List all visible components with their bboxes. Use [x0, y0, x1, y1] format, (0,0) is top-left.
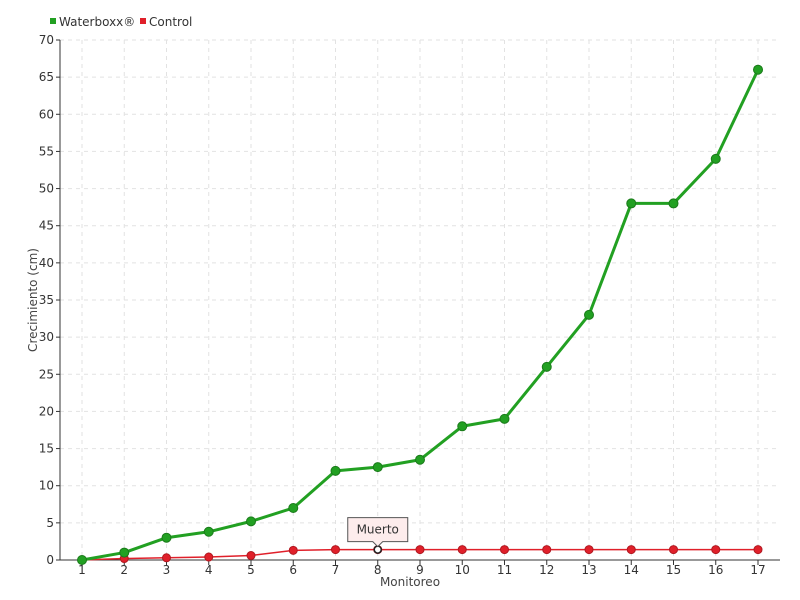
data-point [542, 545, 552, 555]
data-point [415, 454, 425, 465]
y-tick-label: 55 [39, 144, 54, 158]
x-tick-label: 10 [455, 563, 470, 577]
y-tick-label: 45 [39, 219, 54, 233]
x-tick-label: 5 [247, 563, 255, 577]
legend-swatch [50, 18, 56, 24]
legend: Waterboxx® Control [50, 15, 192, 29]
y-axis-title: Crecimiento (cm) [26, 248, 40, 352]
y-tick-label: 35 [39, 293, 54, 307]
x-tick-label: 12 [539, 563, 554, 577]
x-tick-label: 11 [497, 563, 512, 577]
data-point [457, 421, 468, 432]
data-point [288, 545, 298, 555]
data-point [669, 545, 678, 555]
grid [60, 39, 780, 560]
y-tick-label: 30 [39, 330, 54, 344]
x-tick-label: 9 [416, 563, 424, 577]
data-point [710, 153, 721, 164]
x-tick-label: 17 [750, 563, 765, 577]
series-layer [77, 64, 763, 565]
data-point [415, 545, 425, 555]
y-tick-label: 0 [46, 553, 54, 567]
data-point [753, 545, 763, 555]
y-tick-label: 70 [39, 33, 54, 47]
data-point [753, 64, 763, 75]
x-tick-label: 4 [205, 563, 213, 577]
y-tick-label: 20 [39, 404, 54, 418]
data-point [500, 545, 509, 555]
data-point [246, 551, 256, 561]
data-point [330, 465, 341, 476]
data-point [541, 361, 552, 372]
data-point [246, 516, 256, 527]
x-tick-label: 15 [666, 563, 681, 577]
annotation: Muerto [347, 517, 409, 554]
data-point [499, 413, 510, 424]
data-point [584, 545, 594, 555]
y-tick-label: 25 [39, 367, 54, 381]
x-tick-label: 3 [163, 563, 171, 577]
data-point [77, 555, 87, 565]
x-axis-title: Monitoreo [380, 575, 440, 589]
data-point [668, 198, 679, 209]
data-point [203, 526, 214, 537]
y-tick-label: 5 [46, 516, 54, 530]
x-tick-label: 16 [708, 563, 723, 577]
tooltip-box [347, 517, 409, 548]
data-point [161, 532, 172, 543]
data-point [372, 462, 383, 473]
legend-label: Waterboxx® [59, 15, 135, 29]
x-tick-label: 2 [120, 563, 128, 577]
x-tick-label: 6 [289, 563, 297, 577]
x-tick-label: 7 [332, 563, 340, 577]
y-tick-label: 60 [39, 107, 54, 121]
data-point [626, 198, 637, 209]
tooltip-label: Muerto [357, 523, 399, 537]
legend-swatch [140, 18, 146, 24]
x-tick-label: 1 [78, 563, 86, 577]
data-point [331, 545, 340, 555]
y-tick-label: 15 [39, 442, 54, 456]
legend-label: Control [149, 15, 192, 29]
data-point [584, 309, 594, 320]
y-tick-label: 40 [39, 256, 54, 270]
data-point [119, 547, 130, 558]
y-tick-label: 65 [39, 70, 54, 84]
y-tick-label: 50 [39, 182, 54, 196]
x-tick-label: 8 [374, 563, 382, 577]
data-point [162, 553, 171, 563]
data-point [288, 503, 299, 513]
x-tick-label: 13 [581, 563, 596, 577]
data-point [204, 552, 214, 562]
data-point [626, 545, 636, 555]
data-point [711, 545, 721, 555]
data-point [457, 545, 467, 555]
x-tick-label: 14 [624, 563, 639, 577]
y-tick-label: 10 [39, 479, 54, 493]
